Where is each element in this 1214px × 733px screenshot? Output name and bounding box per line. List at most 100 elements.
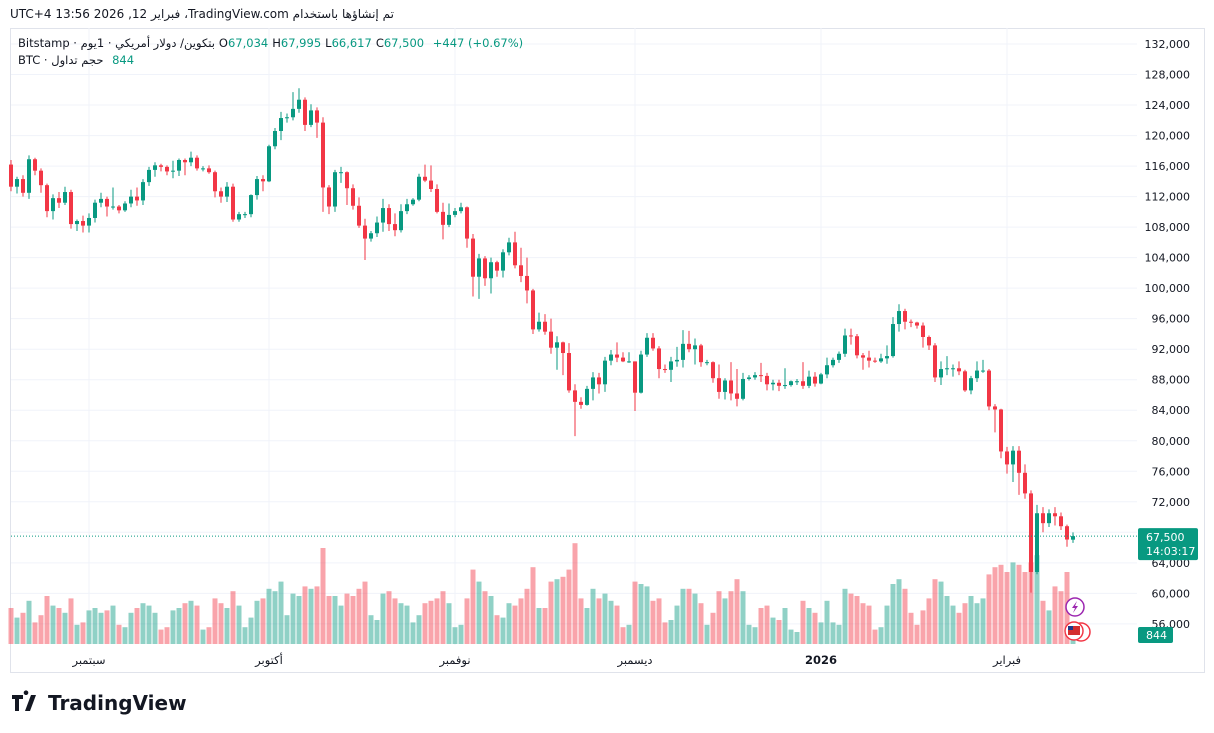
volume-bar [992,567,998,644]
volume-bar [566,569,572,644]
volume-bar [860,603,866,644]
volume-bar [926,598,932,644]
volume-bar [968,596,974,644]
candles [9,88,1137,593]
volume-bar [530,567,536,644]
volume-bar [8,608,14,644]
candle-body [333,172,337,207]
y-tick-label: 84,000 [1152,404,1191,417]
candle-body [501,252,505,271]
volume-bar [806,608,812,644]
candle-body [201,168,205,170]
y-tick-label: 128,000 [1145,69,1191,82]
field-value: 67,995 [280,36,322,50]
candle-body [561,342,565,354]
volume-bar [920,610,926,644]
volume-bar [302,586,308,644]
volume-bar [470,569,476,644]
volume-bar [812,612,818,644]
volume-bar [380,593,386,644]
brand-text: TradingView [48,691,187,715]
volume-bar [962,603,968,644]
volume-bar [896,579,902,644]
candle-body [249,195,253,215]
candle-body [309,110,313,125]
candle-body [465,207,469,239]
candle-body [195,157,199,169]
event-icons [1064,597,1091,642]
axes: 56,00060,00064,00068,00072,00076,00080,0… [71,38,1198,668]
volume-bar [914,624,920,644]
candle-body [21,179,25,193]
candle-body [327,187,331,207]
volume-bar [542,608,548,644]
volume-bar [854,596,860,644]
candle-body [285,117,289,119]
candle-body [207,168,211,173]
y-tick-label: 88,000 [1152,374,1191,387]
volume-bar [698,603,704,644]
candle-body [573,390,577,402]
candle-body [105,198,109,207]
candle-body [1023,472,1027,494]
candle-body [147,169,151,183]
y-tick-label: 104,000 [1145,252,1191,265]
candle-body [99,198,103,203]
candle-body [351,188,355,206]
volume-bar [974,603,980,644]
candle-body [81,221,85,226]
volume-bar [410,622,416,644]
candle-body [345,172,349,189]
candle-body [939,369,943,378]
candle-body [627,361,631,363]
volume-bar [986,574,992,644]
candle-body [51,198,55,212]
volume-bar [434,598,440,644]
candle-body [981,370,985,372]
candle-body [957,368,961,372]
candle-body [399,211,403,231]
candle-body [387,208,391,225]
candle-body [435,188,439,212]
volume-bar [818,622,824,644]
field-value: 66,617 [331,36,372,50]
volume-bar [866,605,872,644]
volume-bar [848,593,854,644]
volume-bar [482,591,488,644]
volume-bar [902,588,908,644]
volume-bar [104,610,110,644]
volume-bar [1034,555,1040,644]
volume-bar [1010,562,1016,644]
volume-bar [422,603,428,644]
candle-body [741,378,745,399]
volume-bar [1004,572,1010,644]
volume-bar [704,624,710,644]
candle-body [267,146,271,182]
volume-bar [398,603,404,644]
brand-logo: TradingView [12,690,187,715]
candle-body [507,242,511,253]
candle-body [405,204,409,212]
volume-bar [500,617,506,644]
volume-bar [830,622,836,644]
candle-body [849,335,853,337]
candle-body [813,376,817,384]
volume-bar [260,598,266,644]
volume-bar [296,596,302,644]
candle-body [129,196,133,204]
volume-bar [32,622,38,644]
candle-body [177,159,181,171]
volume-bar [770,617,776,644]
candle-body [153,165,157,170]
candle-body [837,353,841,360]
volume-bar [572,543,578,644]
candle-body [723,380,727,392]
volume-bar [560,576,566,644]
volume-bar [20,612,26,644]
volume-bar [746,624,752,644]
volume-bar [1028,562,1034,644]
volume-bar [230,591,236,644]
volume-bar [584,608,590,644]
volume-bar [50,605,56,644]
volume-bar [512,605,518,644]
